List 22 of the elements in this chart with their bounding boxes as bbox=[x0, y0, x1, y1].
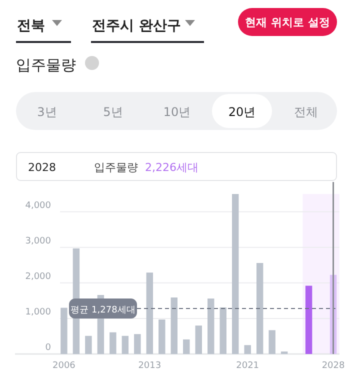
y-tick-label: 3,000 bbox=[25, 236, 52, 246]
text: 2028 bbox=[28, 161, 56, 174]
y-tick-label: 4,000 bbox=[25, 200, 52, 211]
text: 3년 bbox=[37, 105, 57, 119]
text: 전주시 완산구 bbox=[92, 18, 181, 34]
x-tick-label: 2013 bbox=[138, 361, 162, 371]
text: 10년 bbox=[163, 105, 191, 119]
text: 현재 위치로 설정 bbox=[245, 16, 330, 29]
y-tick-label: 0 bbox=[45, 343, 52, 353]
text: 전북 bbox=[17, 18, 45, 34]
x-tick-label: 2021 bbox=[236, 361, 260, 371]
x-tick-label: 2006 bbox=[52, 361, 76, 371]
text: 전체 bbox=[294, 105, 318, 119]
chart-title: 입주물량 bbox=[16, 56, 76, 74]
text: 입주물량 bbox=[94, 161, 138, 174]
text: 2,226세대 bbox=[145, 161, 198, 174]
x-tick-label: 2028 bbox=[322, 361, 346, 371]
text: 20년 bbox=[228, 105, 256, 119]
text: 5년 bbox=[103, 105, 123, 119]
y-tick-label: 1,000 bbox=[25, 307, 52, 318]
y-tick-label: 2,000 bbox=[25, 272, 52, 282]
ref-line-label: 평균 1,278세대 bbox=[70, 306, 136, 316]
